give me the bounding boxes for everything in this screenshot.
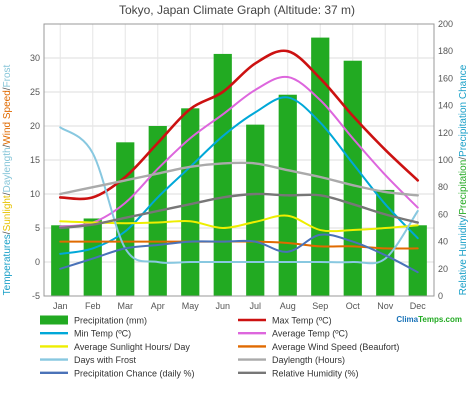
left-axis-label: Temperatures/Sunlight/Daylength/Wind Spe… <box>2 64 13 295</box>
x-tick-label: Nov <box>377 301 394 311</box>
x-tick-label: Apr <box>151 301 165 311</box>
legend-label: Days with Frost <box>74 355 137 365</box>
axis-label-part: Precipitation <box>458 160 469 215</box>
x-tick-label: Sep <box>312 301 328 311</box>
x-tick-label: Aug <box>280 301 296 311</box>
right-tick-label: 120 <box>438 128 453 138</box>
precipitation-bar <box>376 189 395 296</box>
right-tick-label: 80 <box>438 182 448 192</box>
legend-label: Average Wind Speed (Beaufort) <box>272 342 399 352</box>
legend-label: Max Temp (ºC) <box>272 316 332 326</box>
left-tick-label: 20 <box>30 121 40 131</box>
axis-label-part: Daylength <box>2 147 13 192</box>
right-tick-label: 0 <box>438 291 443 301</box>
left-tick-label: 25 <box>30 87 40 97</box>
x-tick-label: Mar <box>118 301 134 311</box>
precipitation-bar <box>343 60 362 296</box>
series-line-average-sunlight-hours-day <box>59 214 419 233</box>
left-tick-label: -5 <box>32 291 40 301</box>
axis-label-part: Relative Humidity <box>458 218 469 296</box>
axis-label-part: / <box>2 231 13 234</box>
right-axis-ticks: 0 20 40 60 80 100 120 140 160 180 200 <box>438 19 453 301</box>
precipitation-bars <box>51 37 427 296</box>
right-tick-label: 100 <box>438 155 453 165</box>
series-lines <box>58 49 420 274</box>
axis-label-part: Wind Speed <box>2 90 13 144</box>
left-tick-label: 10 <box>30 189 40 199</box>
watermark: ClimaTemps.com <box>396 315 462 324</box>
axis-label-part: Sunlight <box>2 195 13 231</box>
series-line-precipitation-chance-daily <box>59 233 419 274</box>
right-tick-label: 140 <box>438 101 453 111</box>
series-line-min-temp-c <box>59 96 419 255</box>
right-tick-label: 40 <box>438 237 448 247</box>
left-tick-label: 5 <box>35 223 40 233</box>
legend-label: Average Temp (ºC) <box>272 329 348 339</box>
x-tick-label: Jan <box>53 301 68 311</box>
axis-label-part: / <box>2 192 13 195</box>
legend-label: Average Sunlight Hours/ Day <box>74 342 190 352</box>
precipitation-bar <box>83 218 102 296</box>
precipitation-bar <box>181 108 200 296</box>
x-tick-label: Oct <box>346 301 361 311</box>
left-tick-label: 15 <box>30 155 40 165</box>
legend: Precipitation (mm) Max Temp (ºC) Min Temp … <box>40 315 399 378</box>
x-tick-label: Dec <box>410 301 427 311</box>
left-tick-label: 30 <box>30 53 40 63</box>
left-tick-label: 0 <box>35 257 40 267</box>
precipitation-bar <box>213 53 232 296</box>
series-line-max-temp-c <box>58 49 420 201</box>
precipitation-bar <box>408 225 427 296</box>
right-tick-label: 200 <box>438 19 453 29</box>
axis-label-part: Temperatures <box>2 234 13 295</box>
chart-title: Tokyo, Japan Climate Graph (Altitude: 37… <box>119 3 355 17</box>
x-tick-label: May <box>182 301 200 311</box>
axis-label-part: Frost <box>2 64 13 87</box>
legend-label: Relative Humidity (%) <box>272 368 359 378</box>
x-axis-ticks: Jan Feb Mar Apr May Jun Jul Aug Sep Oct Nov Dec <box>53 301 426 311</box>
series-line-average-temp-c <box>59 75 419 228</box>
precipitation-bar <box>311 37 330 296</box>
axis-label-part: / <box>458 157 469 160</box>
right-tick-label: 60 <box>438 209 448 219</box>
axis-label-part: / <box>2 87 13 90</box>
watermark-prefix: Clima <box>396 315 418 324</box>
right-tick-label: 160 <box>438 73 453 83</box>
legend-swatch-bar <box>40 315 68 325</box>
precipitation-bar <box>51 225 70 296</box>
precipitation-bar <box>246 124 265 296</box>
series-line-relative-humidity <box>59 192 419 230</box>
axis-label-part: Precipitation Chance <box>458 64 469 157</box>
legend-label: Precipitation Chance (daily %) <box>74 368 195 378</box>
series-line-days-with-frost <box>59 126 419 265</box>
plot-frame <box>43 23 435 297</box>
axis-label-part: / <box>2 144 13 147</box>
left-axis-ticks: -5 0 5 10 15 20 25 30 <box>30 53 40 301</box>
legend-label: Daylength (Hours) <box>272 355 345 365</box>
legend-label: Precipitation (mm) <box>74 316 147 326</box>
legend-label: Min Temp (ºC) <box>74 329 131 339</box>
right-axis-label: Relative Humidity/Precipitation/Precipit… <box>458 64 469 295</box>
watermark-suffix: Temps.com <box>418 315 462 324</box>
plot-area: -5 0 5 10 15 20 25 30 0 20 40 60 80 100 120 140 160 180 20… <box>30 19 453 311</box>
right-tick-label: 180 <box>438 46 453 56</box>
axis-label-part: / <box>458 215 469 218</box>
x-tick-label: Jun <box>215 301 230 311</box>
x-tick-label: Jul <box>249 301 261 311</box>
series-line-daylength-hours <box>59 161 419 197</box>
right-tick-label: 20 <box>438 264 448 274</box>
x-tick-label: Feb <box>85 301 101 311</box>
